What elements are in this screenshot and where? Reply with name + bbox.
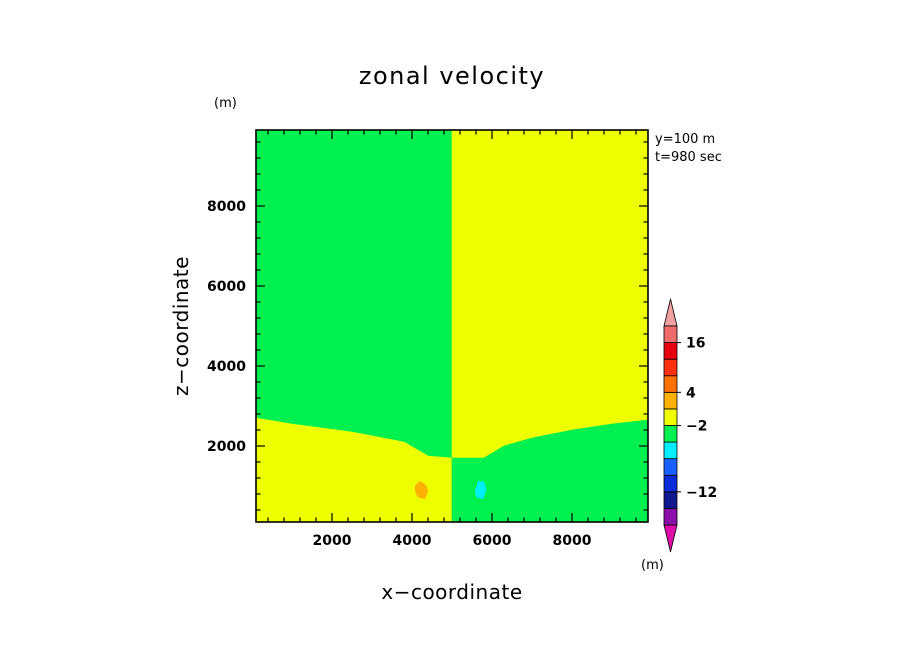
region-orange-blob <box>414 480 429 500</box>
y-tick-label: 4000 <box>207 359 246 375</box>
colorbar-level <box>663 474 678 493</box>
x-tick-label: 2000 <box>313 533 352 549</box>
plot-frame <box>255 129 649 523</box>
region-cyan-blob <box>474 480 487 500</box>
chart-title: zonal velocity <box>359 62 545 90</box>
y-tick-label: 6000 <box>207 279 246 295</box>
colorbar-unit: (m) <box>641 558 664 573</box>
colorbar: 16 4 −2 −12 <box>663 298 717 553</box>
x-tick-label: 4000 <box>393 533 432 549</box>
x-axis-label: x−coordinate <box>381 580 522 604</box>
colorbar-label: −12 <box>686 485 717 501</box>
annotation-y: y=100 m <box>655 132 715 147</box>
y-axis-label: z−coordinate <box>169 256 193 396</box>
colorbar-level <box>663 425 678 443</box>
colorbar-level <box>663 358 678 377</box>
y-tick-label: 2000 <box>207 439 246 455</box>
colorbar-level <box>663 508 678 526</box>
colorbar-arrow-low <box>663 524 678 553</box>
colorbar-level <box>663 491 678 509</box>
plot-area <box>255 129 649 523</box>
colorbar-label: 4 <box>686 385 696 401</box>
x-tick-label: 8000 <box>553 533 592 549</box>
y-tick-label: 8000 <box>207 199 246 215</box>
region-upper-right-yellow <box>451 129 649 459</box>
colorbar-level <box>663 408 678 426</box>
colorbar-level <box>663 375 678 393</box>
x-tick-label: 6000 <box>473 533 512 549</box>
colorbar-level <box>663 441 678 460</box>
colorbar-level <box>663 391 678 410</box>
axes: 2000 4000 6000 8000 2000 4000 6000 8000 <box>207 129 649 549</box>
colorbar-level <box>663 325 678 343</box>
annotation-t: t=980 sec <box>655 150 722 165</box>
colorbar-label: −2 <box>686 419 707 435</box>
colorbar-level <box>663 342 678 360</box>
region-upper-left-green <box>255 129 453 459</box>
colorbar-arrow-high <box>663 298 678 327</box>
colorbar-level <box>663 458 678 476</box>
colorbar-label: 16 <box>686 336 705 352</box>
z-axis-unit: (m) <box>214 96 237 111</box>
